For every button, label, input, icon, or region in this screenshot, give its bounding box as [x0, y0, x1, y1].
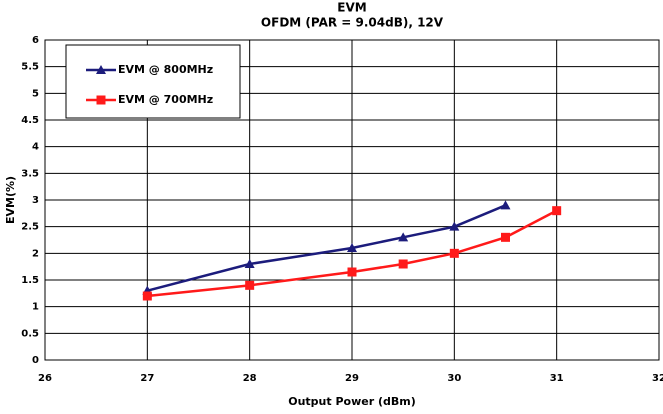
y-tick-label: 2.5 — [21, 222, 39, 233]
marker — [347, 267, 357, 277]
y-tick-label: 5.5 — [21, 62, 39, 73]
marker — [449, 248, 459, 258]
chart-subtitle: OFDM (PAR = 9.04dB), 12V — [261, 16, 444, 30]
x-tick-label: 27 — [140, 373, 154, 384]
marker — [449, 221, 460, 231]
legend — [65, 44, 241, 119]
y-tick-label: 3 — [32, 195, 39, 206]
y-tick-label: 6 — [32, 35, 39, 46]
y-tick-label: 0 — [32, 355, 39, 366]
series-line — [147, 204, 506, 292]
marker — [552, 206, 562, 216]
y-tick-label: 3.5 — [21, 168, 39, 179]
x-tick-label: 29 — [345, 373, 359, 384]
marker — [500, 200, 511, 210]
y-tick-label: 4.5 — [21, 115, 39, 126]
x-axis-label: Output Power (dBm) — [288, 395, 416, 408]
marker — [96, 65, 106, 74]
y-tick-label: 4 — [32, 142, 39, 153]
y-tick-label: 0.5 — [21, 328, 39, 339]
y-tick-label: 1 — [32, 302, 39, 313]
marker — [347, 243, 357, 252]
legend-label: EVM @ 700MHz — [118, 93, 213, 106]
marker — [501, 232, 510, 242]
x-tick-label: 32 — [652, 373, 663, 384]
marker — [245, 280, 255, 290]
marker — [398, 259, 408, 269]
marker — [398, 232, 409, 242]
y-axis-label: EVM(%) — [4, 176, 17, 224]
legend-label: EVM @ 800MHz — [118, 63, 213, 76]
chart-title: EVM — [337, 1, 366, 15]
y-tick-label: 5 — [32, 88, 39, 99]
x-tick-label: 26 — [38, 373, 52, 384]
y-tick-label: 1.5 — [21, 275, 39, 286]
marker — [244, 259, 255, 268]
marker — [96, 95, 106, 105]
x-tick-label: 30 — [447, 373, 461, 384]
x-tick-label: 31 — [550, 373, 564, 384]
x-tick-label: 28 — [243, 373, 257, 384]
y-tick-label: 2 — [32, 248, 39, 259]
marker — [142, 291, 152, 301]
